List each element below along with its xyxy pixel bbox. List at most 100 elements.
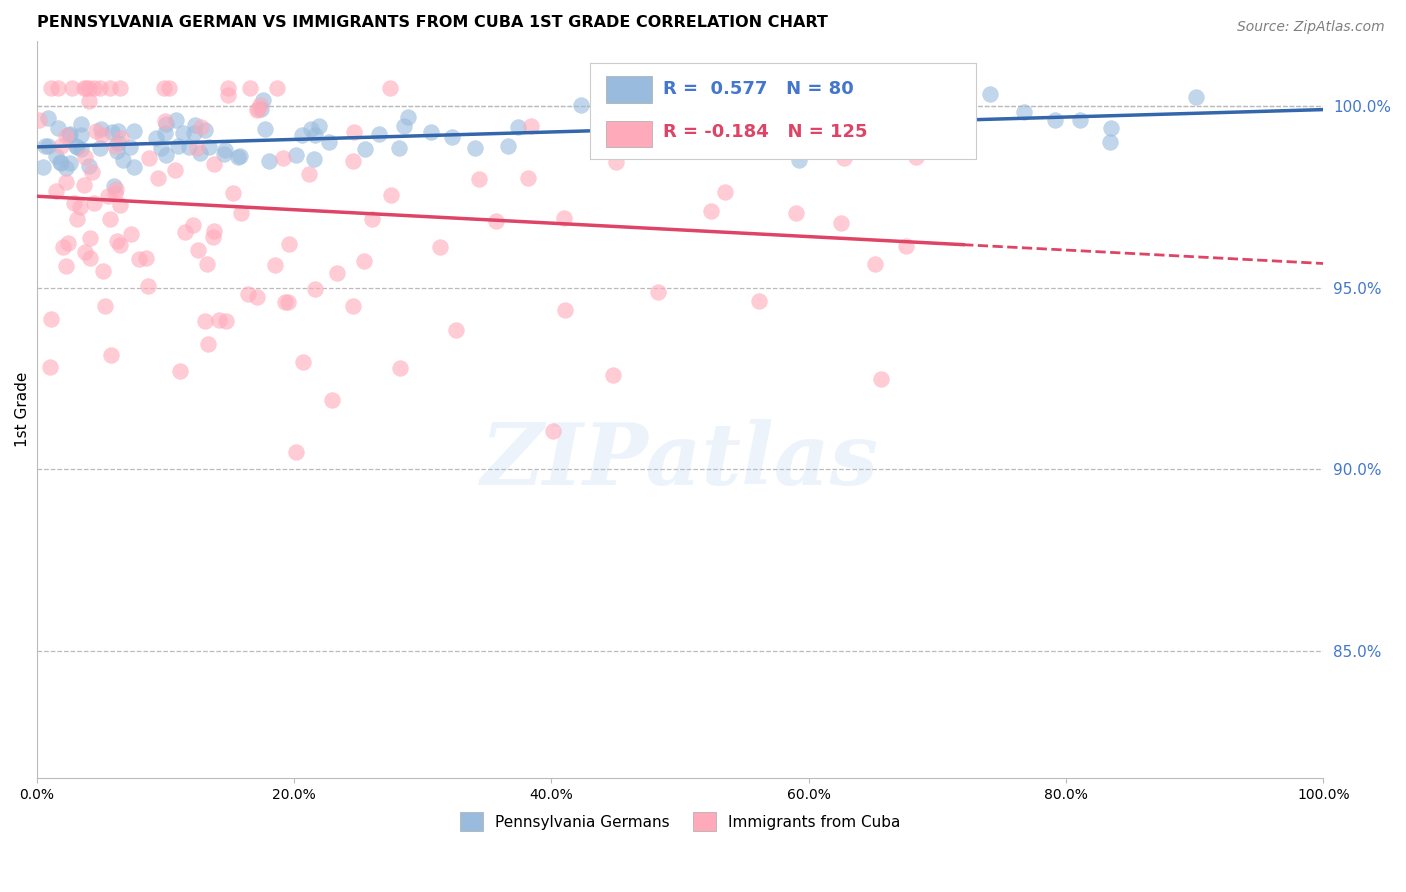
Point	[184, 119, 207, 133]
Point	[468, 172, 491, 186]
Point	[1043, 113, 1066, 128]
Point	[172, 127, 194, 141]
Point	[97, 189, 120, 203]
Point	[865, 257, 887, 271]
Point	[120, 139, 142, 153]
Point	[79, 252, 101, 266]
Point	[496, 139, 519, 153]
Point	[273, 294, 295, 309]
Point	[647, 285, 669, 300]
Point	[661, 85, 683, 99]
Point	[908, 103, 931, 117]
Point	[759, 138, 782, 153]
Point	[80, 164, 103, 178]
Point	[194, 314, 217, 328]
Point	[49, 154, 72, 169]
Point	[155, 114, 177, 128]
Point	[34, 139, 56, 153]
Point	[830, 216, 852, 230]
Point	[107, 123, 129, 137]
Point	[318, 135, 340, 149]
Point	[122, 161, 145, 175]
Point	[343, 126, 366, 140]
Point	[195, 257, 218, 271]
Point	[215, 314, 238, 328]
Point	[388, 361, 411, 376]
Point	[214, 144, 236, 158]
Text: ZIPatlas: ZIPatlas	[481, 419, 879, 503]
Point	[69, 142, 91, 156]
Point	[49, 139, 72, 153]
Point	[257, 154, 280, 169]
Point	[896, 239, 918, 253]
Point	[394, 120, 416, 134]
Point	[266, 81, 288, 95]
Point	[79, 159, 101, 173]
Point	[299, 122, 322, 136]
Point	[1098, 135, 1121, 149]
Point	[181, 218, 204, 232]
Point	[110, 197, 132, 211]
Point	[105, 234, 128, 248]
Point	[55, 259, 77, 273]
Point	[188, 146, 211, 161]
Point	[104, 139, 127, 153]
Point	[516, 170, 538, 185]
Point	[979, 87, 1001, 101]
Point	[186, 140, 208, 154]
Point	[202, 157, 225, 171]
Point	[832, 151, 855, 165]
Point	[37, 111, 59, 125]
Point	[75, 244, 97, 259]
Point	[508, 120, 530, 135]
Point	[51, 155, 73, 169]
Point	[905, 150, 928, 164]
Point	[93, 299, 115, 313]
Point	[554, 303, 576, 318]
Point	[202, 223, 225, 237]
Point	[77, 94, 100, 108]
Point	[249, 98, 271, 112]
Point	[84, 124, 107, 138]
Point	[277, 295, 299, 310]
Point	[62, 195, 84, 210]
Point	[304, 282, 326, 296]
Point	[103, 178, 125, 193]
Point	[79, 230, 101, 244]
Point	[271, 152, 294, 166]
Point	[110, 130, 132, 145]
Point	[122, 123, 145, 137]
Point	[602, 368, 624, 382]
Point	[485, 214, 508, 228]
Point	[58, 156, 80, 170]
Point	[380, 187, 402, 202]
Point	[284, 444, 307, 458]
Point	[396, 110, 419, 124]
Point	[146, 171, 169, 186]
Point	[77, 81, 100, 95]
Point	[111, 153, 134, 167]
Point	[46, 121, 69, 136]
Point	[89, 141, 111, 155]
Point	[60, 81, 83, 95]
Point	[145, 131, 167, 145]
Point	[440, 129, 463, 144]
Point	[197, 337, 219, 351]
Point	[569, 98, 592, 112]
Point	[41, 312, 63, 326]
Point	[135, 251, 157, 265]
Point	[201, 230, 224, 244]
Point	[41, 81, 63, 95]
Point	[100, 348, 122, 362]
Point	[66, 212, 89, 227]
Point	[226, 150, 249, 164]
Point	[1099, 120, 1122, 135]
Point	[420, 125, 443, 139]
Point	[246, 102, 269, 116]
Point	[155, 117, 177, 131]
Point	[120, 227, 142, 241]
Point	[32, 160, 55, 174]
Point	[83, 196, 105, 211]
Point	[105, 144, 128, 158]
Point	[169, 363, 191, 377]
